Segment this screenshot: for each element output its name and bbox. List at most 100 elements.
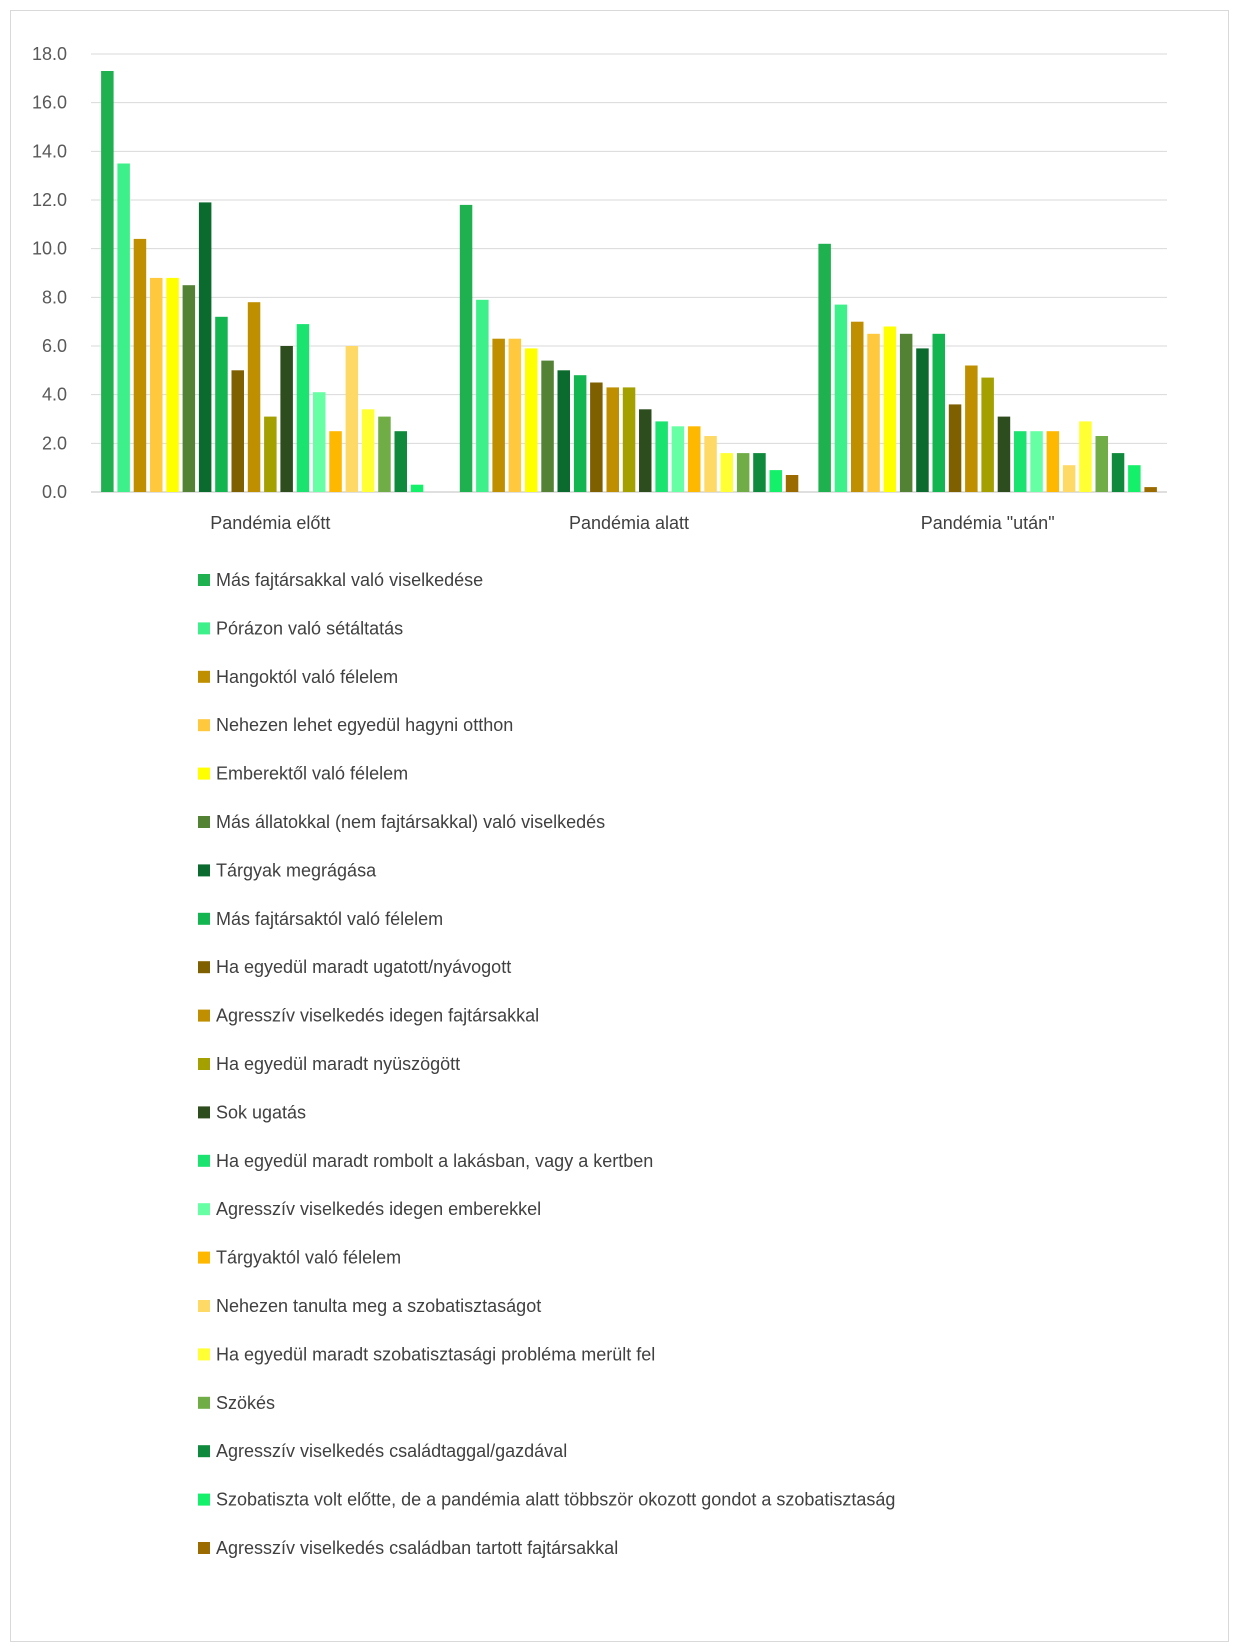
- bar: [851, 321, 864, 492]
- bar: [1062, 465, 1076, 492]
- bar: [296, 324, 310, 492]
- bar: [459, 204, 473, 492]
- bar: [492, 338, 505, 492]
- legend-label: Emberektől való félelem: [216, 764, 408, 784]
- bar: [753, 453, 766, 492]
- legend-label: Tárgyaktól való félelem: [216, 1248, 401, 1268]
- category-label: Pandémia "után": [921, 513, 1055, 533]
- y-tick-label: 6.0: [42, 336, 67, 356]
- legend-swatch: [198, 1251, 210, 1264]
- y-tick-label: 8.0: [42, 287, 67, 307]
- bar: [965, 365, 978, 492]
- legend-swatch: [198, 912, 210, 925]
- y-tick-label: 18.0: [32, 44, 67, 64]
- bar: [639, 409, 652, 492]
- bar: [378, 416, 391, 492]
- bar: [769, 470, 782, 492]
- bar: [1030, 431, 1043, 492]
- legend-swatch: [198, 1396, 210, 1409]
- bar: [198, 202, 212, 492]
- bar: [247, 302, 261, 492]
- bar: [525, 348, 538, 492]
- bar: [476, 299, 489, 492]
- x-axis-category-labels: Pandémia előtt Pandémia alatt Pandémia "ut…: [210, 513, 1054, 533]
- legend-label: Szobatiszta volt előtte, de a pandémia a…: [216, 1490, 895, 1510]
- bar: [313, 392, 326, 492]
- bar: [883, 326, 897, 492]
- bar: [867, 333, 880, 492]
- bar: [557, 370, 570, 492]
- legend-label: Agresszív viselkedés idegen fajtársakkal: [216, 1006, 539, 1026]
- bar: [394, 431, 407, 492]
- bar: [1079, 421, 1092, 492]
- legend-swatch: [198, 1493, 210, 1506]
- y-tick-label: 12.0: [32, 190, 67, 210]
- bar: [736, 453, 750, 492]
- bar: [329, 431, 342, 492]
- legend-label: Nehezen tanulta meg a szobatisztaságot: [216, 1296, 541, 1316]
- legend-swatch: [198, 670, 210, 683]
- legend-swatch: [198, 1300, 210, 1312]
- bar: [622, 387, 636, 492]
- bar: [655, 421, 668, 492]
- bar: [508, 338, 522, 492]
- y-tick-label: 0.0: [42, 482, 67, 502]
- bar: [704, 436, 717, 492]
- legend-label: Nehezen lehet egyedül hagyni otthon: [216, 715, 513, 735]
- category-label: Pandémia előtt: [210, 513, 330, 533]
- bar: [1046, 431, 1060, 492]
- bar: [671, 426, 685, 492]
- legend-swatch: [198, 1009, 210, 1022]
- legend-swatch: [198, 864, 210, 877]
- legend: Más fajtársakkal való viselkedése Pórázon…: [198, 570, 895, 1558]
- bar: [606, 387, 619, 492]
- bar: [785, 475, 799, 492]
- legend-swatch: [198, 1445, 210, 1458]
- legend-label: Agresszív viselkedés családtaggal/gazdáv…: [216, 1441, 567, 1461]
- bar: [1111, 453, 1125, 492]
- category-label: Pandémia alatt: [569, 513, 689, 533]
- bar: [590, 382, 603, 492]
- legend-swatch: [198, 1154, 210, 1167]
- bar: [688, 426, 701, 492]
- bar: [1095, 436, 1108, 492]
- bar: [280, 346, 293, 492]
- bar: [1144, 487, 1157, 492]
- y-tick-label: 4.0: [42, 385, 67, 405]
- y-tick-label: 16.0: [32, 93, 67, 113]
- legend-swatch: [198, 1058, 210, 1070]
- y-tick-label: 2.0: [42, 433, 67, 453]
- legend-swatch: [198, 1106, 210, 1119]
- y-tick-label: 10.0: [32, 239, 67, 259]
- legend-label: Más fajtársaktól való félelem: [216, 909, 443, 929]
- legend-label: Pórázon való sétáltatás: [216, 618, 403, 638]
- legend-swatch: [198, 1348, 210, 1361]
- y-tick-label: 14.0: [32, 141, 67, 161]
- bar: [345, 346, 359, 492]
- legend-label: Agresszív viselkedés idegen emberekkel: [216, 1199, 541, 1219]
- bar: [101, 71, 114, 492]
- bar: [150, 277, 163, 492]
- bar: [1128, 465, 1141, 492]
- bar: [834, 304, 848, 492]
- bar: [541, 360, 554, 492]
- legend-swatch: [198, 622, 210, 635]
- bar: [997, 416, 1011, 492]
- bar: [932, 333, 945, 492]
- y-axis-tick-labels: 0.0 2.0 4.0 6.0 8.0 10.0 12.0 14.0 16.0 18.0: [32, 44, 67, 502]
- bar: [264, 416, 277, 492]
- legend-label: Ha egyedül maradt szobatisztasági problé…: [216, 1344, 655, 1364]
- legend-label: Más állatokkal (nem fajtársakkal) való v…: [216, 812, 605, 832]
- legend-swatch: [198, 1542, 210, 1554]
- chart-area: 0.0 2.0 4.0 6.0 8.0 10.0 12.0 14.0 16.0 18.0 Pand…: [10, 10, 1229, 1642]
- bars: [101, 71, 1157, 492]
- bar: [916, 348, 929, 492]
- bar: [166, 277, 179, 492]
- bar: [948, 404, 962, 492]
- bar: [1014, 431, 1027, 492]
- legend-label: Agresszív viselkedés családban tartott f…: [216, 1538, 618, 1558]
- legend-label: Más fajtársakkal való viselkedése: [216, 570, 483, 590]
- legend-label: Ha egyedül maradt rombolt a lakásban, va…: [216, 1151, 653, 1171]
- bar: [573, 375, 587, 492]
- legend-label: Ha egyedül maradt ugatott/nyávogott: [216, 957, 511, 977]
